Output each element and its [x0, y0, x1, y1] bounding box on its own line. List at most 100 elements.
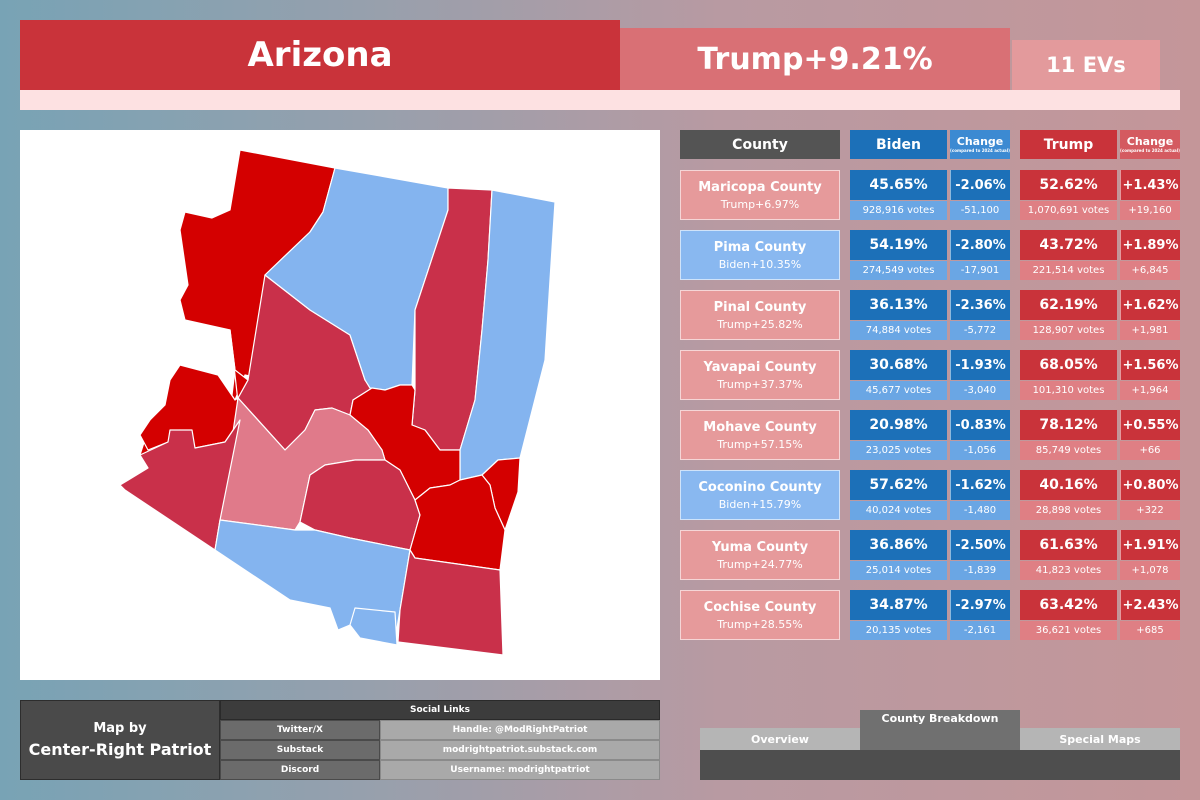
- county-row: Cochise County Trump+28.55% 34.87% -2.97…: [680, 590, 1180, 640]
- biden-votes: 40,024 votes: [850, 501, 947, 520]
- trump-vote-change: +6,845: [1120, 261, 1180, 280]
- trump-percent-change: +1.91%: [1120, 530, 1180, 560]
- county-name: Cochise County: [703, 599, 817, 615]
- trump-percent-change: +1.56%: [1120, 350, 1180, 380]
- biden-percent: 54.19%: [850, 230, 947, 260]
- biden-percent: 34.87%: [850, 590, 947, 620]
- trump-votes: 101,310 votes: [1020, 381, 1117, 400]
- social-platform-discord: Discord: [220, 760, 380, 780]
- county-name: Pinal County: [713, 299, 807, 315]
- trump-percent-change: +0.55%: [1120, 410, 1180, 440]
- biden-percent: 57.62%: [850, 470, 947, 500]
- header-county: County: [680, 130, 840, 159]
- trump-percent: 68.05%: [1020, 350, 1117, 380]
- trump-percent: 52.62%: [1020, 170, 1117, 200]
- trump-percent: 40.16%: [1020, 470, 1117, 500]
- county-row: Yuma County Trump+24.77% 36.86% -2.50% 2…: [680, 530, 1180, 580]
- tab-overview[interactable]: Overview: [700, 728, 860, 750]
- trump-votes: 28,898 votes: [1020, 501, 1117, 520]
- map-credit: Map by Center-Right Patriot: [20, 700, 220, 780]
- credit-author: Center-Right Patriot: [28, 740, 212, 759]
- county-margin: Biden+15.79%: [718, 497, 802, 511]
- county-name-cell[interactable]: Mohave County Trump+57.15%: [680, 410, 840, 460]
- county-margin: Trump+25.82%: [717, 317, 803, 331]
- county-name-cell[interactable]: Coconino County Biden+15.79%: [680, 470, 840, 520]
- county-name-cell[interactable]: Cochise County Trump+28.55%: [680, 590, 840, 640]
- electoral-votes-badge: 11 EVs: [1012, 40, 1160, 90]
- biden-votes: 274,549 votes: [850, 261, 947, 280]
- trump-percent-change: +2.43%: [1120, 590, 1180, 620]
- county-name: Yavapai County: [703, 359, 817, 375]
- county-name-cell[interactable]: Yavapai County Trump+37.37%: [680, 350, 840, 400]
- trump-vote-change: +19,160: [1120, 201, 1180, 220]
- trump-percent-change: +1.89%: [1120, 230, 1180, 260]
- county-row: Maricopa County Trump+6.97% 45.65% -2.06…: [680, 170, 1180, 220]
- nav-bar: [700, 750, 1180, 780]
- trump-percent-change: +1.43%: [1120, 170, 1180, 200]
- trump-votes: 221,514 votes: [1020, 261, 1117, 280]
- biden-percent-change: -2.50%: [950, 530, 1010, 560]
- state-margin: Trump+9.21%: [620, 28, 1010, 90]
- trump-percent: 63.42%: [1020, 590, 1117, 620]
- social-link-substack[interactable]: modrightpatriot.substack.com: [380, 740, 660, 760]
- biden-percent-change: -2.97%: [950, 590, 1010, 620]
- trump-percent: 61.63%: [1020, 530, 1117, 560]
- biden-vote-change: -1,839: [950, 561, 1010, 580]
- social-link-twitter[interactable]: Handle: @ModRightPatriot: [380, 720, 660, 740]
- tab-special-maps[interactable]: Special Maps: [1020, 728, 1180, 750]
- county-name: Mohave County: [703, 419, 817, 435]
- map-county-maricopa[interactable]: [219, 397, 386, 531]
- header-biden-change-note: (compared to 2024 actual): [950, 148, 1010, 153]
- county-margin: Trump+24.77%: [717, 557, 803, 571]
- county-name: Coconino County: [698, 479, 822, 495]
- header-trump-change-note: (compared to 2024 actual): [1120, 148, 1180, 153]
- biden-votes: 23,025 votes: [850, 441, 947, 460]
- county-margin: Trump+37.37%: [717, 377, 803, 391]
- county-margin: Trump+28.55%: [717, 617, 803, 631]
- biden-votes: 25,014 votes: [850, 561, 947, 580]
- county-map: [20, 130, 660, 680]
- map-county-cochise[interactable]: [397, 549, 504, 656]
- social-links-title: Social Links: [220, 700, 660, 720]
- tab-county-breakdown[interactable]: County Breakdown: [860, 710, 1020, 750]
- header-biden: Biden: [850, 130, 947, 159]
- county-name-cell[interactable]: Maricopa County Trump+6.97%: [680, 170, 840, 220]
- biden-votes: 45,677 votes: [850, 381, 947, 400]
- trump-vote-change: +322: [1120, 501, 1180, 520]
- biden-percent: 30.68%: [850, 350, 947, 380]
- header-trump: Trump: [1020, 130, 1117, 159]
- county-row: Mohave County Trump+57.15% 20.98% -0.83%…: [680, 410, 1180, 460]
- county-name-cell[interactable]: Pima County Biden+10.35%: [680, 230, 840, 280]
- county-name: Pima County: [713, 239, 807, 255]
- county-row: Yavapai County Trump+37.37% 30.68% -1.93…: [680, 350, 1180, 400]
- county-name-cell[interactable]: Yuma County Trump+24.77%: [680, 530, 840, 580]
- county-margin: Trump+57.15%: [717, 437, 803, 451]
- map-county-santacruz[interactable]: [349, 607, 398, 646]
- county-row: Coconino County Biden+15.79% 57.62% -1.6…: [680, 470, 1180, 520]
- social-link-discord[interactable]: Username: modrightpatriot: [380, 760, 660, 780]
- biden-percent-change: -0.83%: [950, 410, 1010, 440]
- trump-vote-change: +1,078: [1120, 561, 1180, 580]
- county-name-cell[interactable]: Pinal County Trump+25.82%: [680, 290, 840, 340]
- header-biden-change-label: Change: [956, 135, 1004, 148]
- biden-percent-change: -2.06%: [950, 170, 1010, 200]
- biden-vote-change: -3,040: [950, 381, 1010, 400]
- biden-votes: 74,884 votes: [850, 321, 947, 340]
- banner-divider: [20, 90, 1180, 110]
- county-name: Maricopa County: [698, 179, 822, 195]
- trump-votes: 128,907 votes: [1020, 321, 1117, 340]
- trump-percent: 43.72%: [1020, 230, 1117, 260]
- trump-votes: 1,070,691 votes: [1020, 201, 1117, 220]
- biden-percent: 36.86%: [850, 530, 947, 560]
- header-biden-change: Change (compared to 2024 actual): [950, 130, 1010, 159]
- social-platform-substack: Substack: [220, 740, 380, 760]
- trump-percent: 62.19%: [1020, 290, 1117, 320]
- credit-line-1: Map by: [93, 721, 147, 736]
- header-trump-change-label: Change: [1126, 135, 1174, 148]
- biden-percent-change: -1.62%: [950, 470, 1010, 500]
- trump-vote-change: +66: [1120, 441, 1180, 460]
- biden-percent: 36.13%: [850, 290, 947, 320]
- trump-vote-change: +1,981: [1120, 321, 1180, 340]
- state-title: Arizona: [20, 20, 620, 90]
- trump-percent: 78.12%: [1020, 410, 1117, 440]
